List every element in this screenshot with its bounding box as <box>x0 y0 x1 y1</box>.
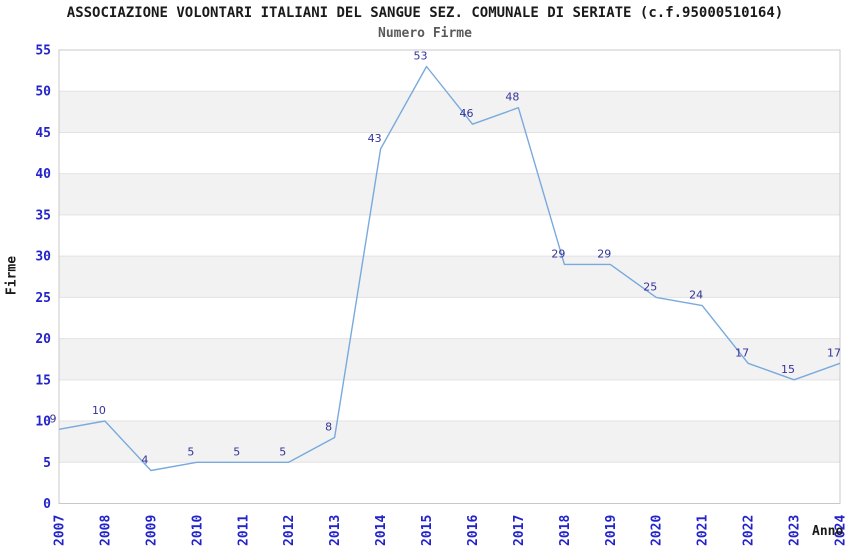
data-point-label: 43 <box>368 132 382 145</box>
chart-subtitle: Numero Firme <box>378 26 472 41</box>
data-point-label: 46 <box>459 107 473 120</box>
plot-border <box>58 49 841 504</box>
x-tick-label: 2011 <box>236 515 251 546</box>
x-tick-label: 2020 <box>650 515 665 546</box>
data-point-label: 8 <box>325 421 332 434</box>
y-tick-label: 25 <box>35 291 51 306</box>
chart-title: ASSOCIAZIONE VOLONTARI ITALIANI DEL SANG… <box>66 5 784 21</box>
data-point-label: 15 <box>781 363 795 376</box>
data-point-label: 53 <box>414 49 428 62</box>
grid-band <box>59 91 840 133</box>
y-tick-label: 35 <box>35 208 51 223</box>
grid-band <box>59 256 840 298</box>
x-tick-label: 2024 <box>834 515 849 546</box>
data-point-label: 29 <box>597 247 611 260</box>
x-tick-label: 2023 <box>788 515 803 546</box>
x-axis-title: Anno <box>812 524 844 539</box>
x-tick-label: 2018 <box>558 515 573 546</box>
x-tick-label: 2009 <box>144 515 159 546</box>
x-tick-label: 2013 <box>328 515 343 546</box>
data-point-label: 17 <box>827 346 841 359</box>
grid-band <box>59 338 840 380</box>
y-tick-label: 0 <box>43 497 51 512</box>
y-tick-label: 15 <box>35 373 51 388</box>
y-tick-label: 45 <box>35 126 51 141</box>
data-point-label: 24 <box>689 289 703 302</box>
data-point-label: 29 <box>551 247 565 260</box>
x-tick-label: 2014 <box>374 515 389 546</box>
data-point-label: 5 <box>187 445 194 458</box>
y-tick-label: 55 <box>35 44 51 59</box>
data-point-label: 4 <box>141 454 148 467</box>
x-tick-label: 2012 <box>282 515 297 546</box>
data-point-label: 9 <box>50 412 57 425</box>
grid-band <box>59 421 840 463</box>
data-point-label: 25 <box>643 280 657 293</box>
x-tick-label: 2015 <box>420 515 435 546</box>
x-tick-label: 2008 <box>98 515 113 546</box>
series-line <box>58 65 841 472</box>
y-tick-label: 20 <box>35 332 51 347</box>
x-tick-label: 2022 <box>742 515 757 546</box>
grid-band <box>59 173 840 215</box>
data-point-label: 17 <box>735 346 749 359</box>
x-tick-label: 2017 <box>512 515 527 546</box>
x-tick-label: 2021 <box>696 515 711 546</box>
y-tick-label: 40 <box>35 167 51 182</box>
data-point-label: 5 <box>279 445 286 458</box>
data-point-label: 5 <box>233 445 240 458</box>
data-point-label: 10 <box>92 404 106 417</box>
x-tick-label: 2016 <box>466 515 481 546</box>
y-tick-label: 10 <box>35 415 51 430</box>
y-tick-label: 5 <box>43 456 51 471</box>
y-tick-label: 50 <box>35 85 51 100</box>
x-tick-label: 2010 <box>190 515 205 546</box>
x-tick-label: 2019 <box>604 515 619 546</box>
y-tick-label: 30 <box>35 250 51 265</box>
data-point-label: 48 <box>505 91 519 104</box>
x-tick-label: 2007 <box>53 515 68 546</box>
y-axis-title: Firme <box>4 255 20 296</box>
